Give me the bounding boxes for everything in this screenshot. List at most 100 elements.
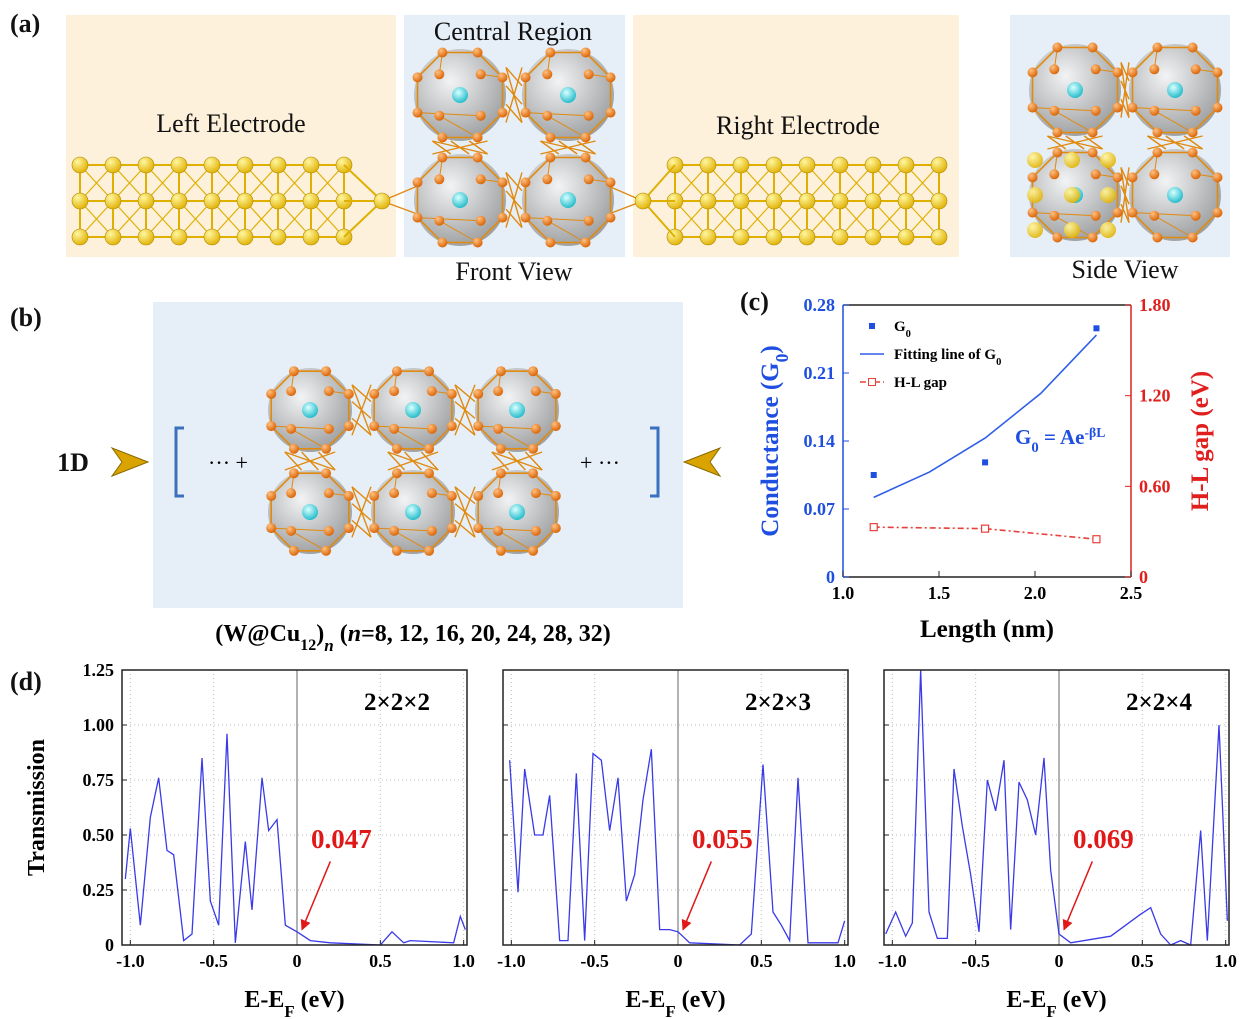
y2-axis-label: H-L gap (eV) [1187,371,1214,511]
link [351,384,372,403]
copper-atom [497,177,508,188]
pointer-arrow [300,861,332,931]
copper-atom [1187,147,1198,158]
dimension-label: 1D [57,448,89,477]
cluster-edge [1132,107,1196,112]
gold-atom [1100,222,1116,238]
x-tick-label: 0.5 [369,951,392,971]
link [387,451,439,471]
left-electrode-label: Left Electrode [156,109,305,138]
copper-atom [426,488,437,499]
cluster-edge [1054,110,1093,133]
gold-atom [71,192,89,210]
x-tick-label: 1.5 [928,583,951,603]
copper-atom [446,490,457,501]
gold-atom [1064,152,1080,168]
link [351,486,372,538]
copper-atom [520,107,531,118]
copper-atom [520,72,531,83]
copper-atom [493,386,504,397]
link [1047,135,1103,150]
gold-atom [236,228,254,246]
cluster-edge [525,112,589,117]
cluster-edge [1032,107,1096,112]
gold-atom [302,228,320,246]
copper-atom [426,423,437,434]
link [432,140,488,155]
gold-atom [831,228,849,246]
copper-atom [434,69,445,80]
copper-atom [1187,127,1198,138]
x-tick-label: 0 [674,951,683,971]
x-tick-label: -1.0 [116,951,145,971]
transmission-line [885,669,1228,946]
cluster-edge [290,428,327,450]
copper-atom [528,443,539,454]
copper-atom [424,366,435,377]
copper-atom [391,468,402,479]
copper-atom [389,525,400,536]
link [351,384,372,436]
copper-atom [1190,64,1201,75]
formula-part: ( [334,621,348,647]
copper-atom [323,386,334,397]
link [505,67,523,123]
cluster-edge [1154,215,1193,238]
copper-atom [475,69,486,80]
copper-atom [472,132,483,143]
cluster-edge [478,425,536,430]
cluster-edge [439,115,478,138]
gold-atom [864,156,882,174]
x-tick-label: -1.0 [497,951,526,971]
series-line [873,526,1097,541]
copper-atom [550,490,561,501]
link [284,451,336,471]
plot-frame [883,669,1230,946]
gold-atom [104,192,122,210]
legend-label: G0 [894,319,911,340]
copper-atom [412,72,423,83]
tungsten-atom [302,504,318,520]
tungsten-atom [560,87,576,103]
copper-atom [1212,67,1223,78]
link [454,519,476,538]
copper-atom [412,177,423,188]
gold-atom [1064,222,1080,238]
copper-atom [495,545,506,556]
x-tick-label: 0 [293,951,302,971]
copper-atom [530,488,541,499]
y2-tick-label: 1.20 [1139,386,1171,406]
gold-atom [203,192,221,210]
copper-atom [1052,42,1063,53]
gold-atom [170,228,188,246]
copper-atom [542,215,553,226]
y-axis-label-part: ) [757,345,784,353]
probe-left [110,446,150,478]
y-axis-label-part: Conductance (G [757,362,784,536]
legend-marker [869,323,875,329]
copper-atom [286,386,297,397]
copper-atom [321,366,332,377]
copper-atom [266,421,277,432]
point [1093,325,1100,332]
copper-atom [321,443,332,454]
copper-atom [493,423,504,434]
equation-part: -βL [1084,425,1105,440]
copper-atom [520,177,531,188]
copper-atom [391,443,402,454]
y-axis-label: Transmission [24,739,50,876]
gold-atom [732,156,750,174]
link [454,486,476,505]
y-tick-label: 1.00 [83,715,115,735]
copper-atom [1149,169,1160,180]
gold-atom [1064,187,1080,203]
x-tick-label: -1.0 [878,951,907,971]
copper-atom [550,523,561,534]
tungsten-atom [560,192,576,208]
link [1183,135,1204,150]
point [870,472,877,478]
y-tick-label: 0 [826,567,835,587]
formula: (W@Cu12)n (n=8, 12, 16, 20, 24, 28, 32) [215,621,611,655]
y2-tick-label: 0 [1139,567,1148,587]
gold-atom [831,156,849,174]
